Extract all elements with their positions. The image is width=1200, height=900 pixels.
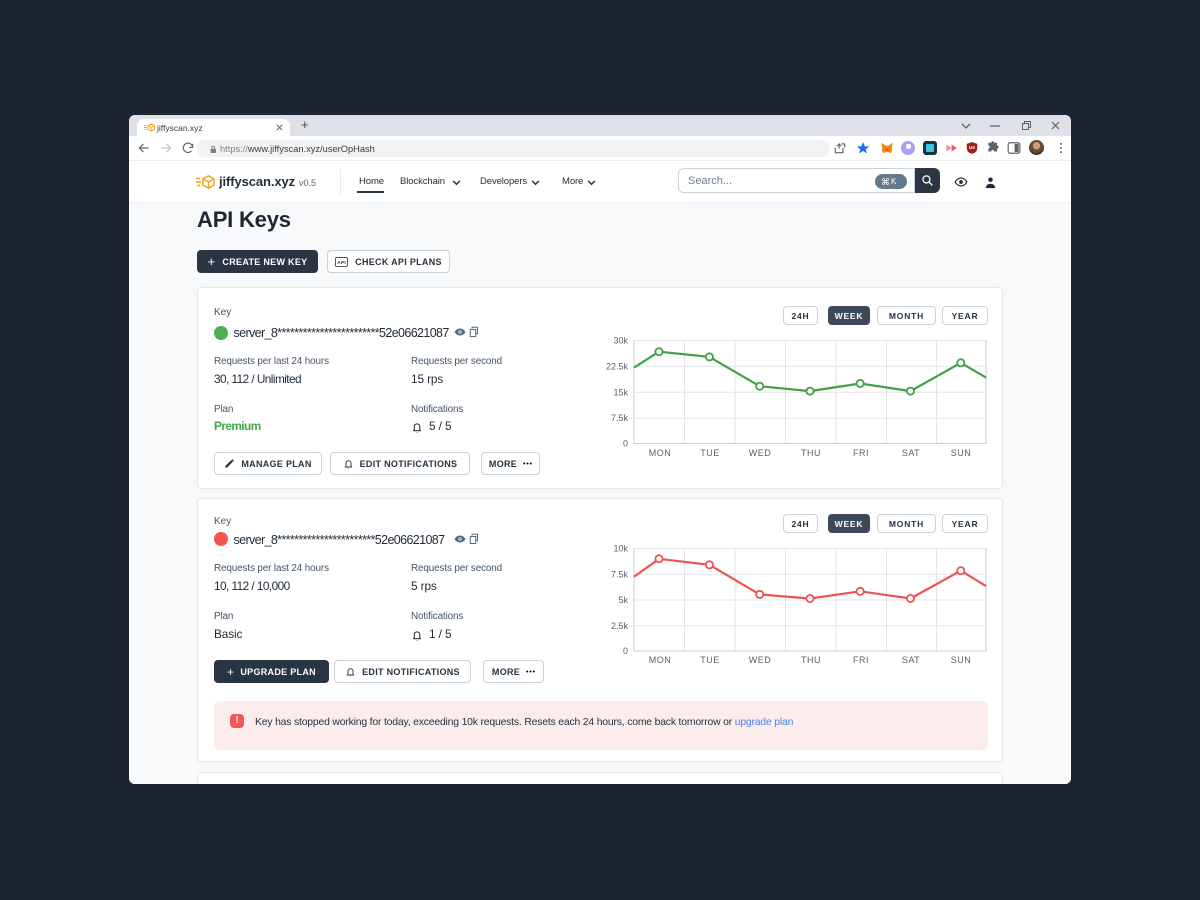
svg-text:30k: 30k (613, 336, 628, 346)
svg-text:TUE: TUE (700, 448, 720, 458)
svg-text:U0: U0 (969, 145, 975, 150)
svg-text:MON: MON (649, 655, 672, 665)
svg-text:FRI: FRI (853, 655, 869, 665)
svg-text:2.5k: 2.5k (611, 621, 629, 631)
svg-text:API: API (337, 260, 346, 266)
svg-text:22.5k: 22.5k (606, 361, 629, 371)
svg-text:7.5k: 7.5k (611, 569, 629, 579)
svg-text:WED: WED (749, 655, 772, 665)
svg-text:SAT: SAT (902, 448, 920, 458)
svg-text:10k: 10k (613, 544, 628, 554)
svg-text:THU: THU (801, 655, 821, 665)
svg-text:FRI: FRI (853, 448, 869, 458)
svg-text:0: 0 (623, 646, 628, 656)
svg-text:15k: 15k (613, 387, 628, 397)
svg-text:SAT: SAT (902, 655, 920, 665)
svg-text:7.5k: 7.5k (611, 413, 629, 423)
svg-text:SUN: SUN (951, 655, 972, 665)
svg-text:0: 0 (623, 439, 628, 449)
svg-text:MON: MON (649, 448, 672, 458)
svg-text:THU: THU (801, 448, 821, 458)
svg-text:TUE: TUE (700, 655, 720, 665)
svg-text:WED: WED (749, 448, 772, 458)
svg-text:5k: 5k (618, 595, 628, 605)
svg-text:SUN: SUN (951, 448, 972, 458)
